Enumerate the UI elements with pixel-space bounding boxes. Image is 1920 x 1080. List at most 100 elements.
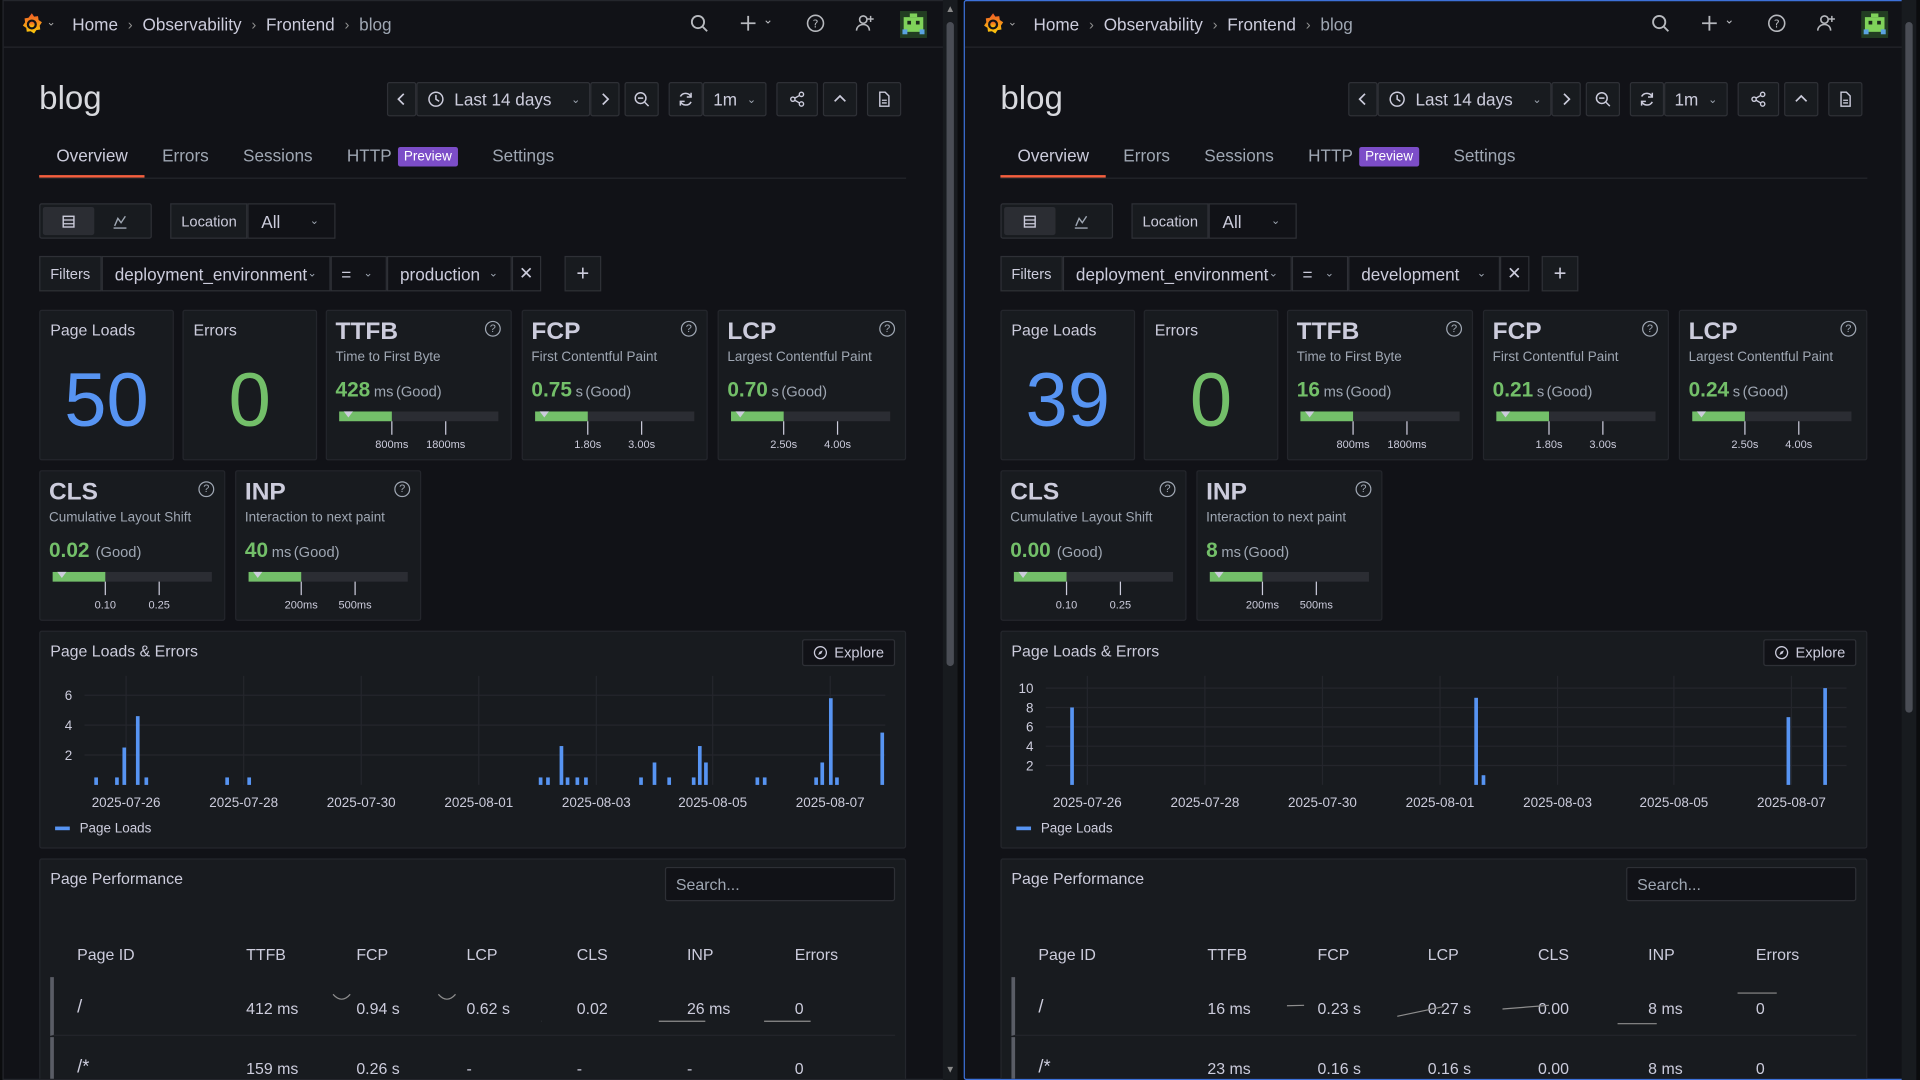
help-icon[interactable]: ? [1159,481,1176,498]
column-header[interactable]: LCP [1427,945,1459,964]
breadcrumb-item[interactable]: blog [359,14,392,35]
zoom-out-button[interactable] [624,82,659,117]
scroll-up-icon[interactable]: ▲ [945,3,956,15]
column-header[interactable]: FCP [1317,945,1350,964]
chevron-down-icon[interactable]: ⌄ [1724,13,1735,27]
explore-button[interactable]: Explore [1763,639,1857,667]
column-header[interactable]: Page ID [77,945,135,964]
table-row[interactable]: /* 159 ms 0.26 s - - - 0 [50,1037,895,1079]
help-icon[interactable]: ? [680,320,697,337]
search-input[interactable]: Search... [664,866,896,902]
help-icon[interactable]: ? [484,320,501,337]
breadcrumb-item[interactable]: Frontend [1227,14,1296,35]
table-row[interactable]: / 16 ms 0.23 s 0.27 s 0.00 8 ms 0 [1011,977,1857,1036]
tab-errors[interactable]: Errors [145,138,226,177]
column-header[interactable]: INP [686,945,714,964]
share-button[interactable] [1737,82,1780,117]
help-icon[interactable]: ? [394,481,411,498]
table-row[interactable]: / 412 ms 0.94 s 0.62 s 0.02 26 ms 0 [50,977,896,1036]
location-select[interactable]: All ⌄ [1209,203,1298,239]
refresh-button[interactable] [668,82,703,117]
refresh-interval-select[interactable]: 1m ⌄ [1664,82,1728,117]
panels-view-button[interactable] [42,206,95,236]
table-row[interactable]: /* 23 ms 0.16 s 0.16 s 0.00 8 ms 0 [1011,1037,1856,1079]
tab-sessions[interactable]: Sessions [1187,138,1291,177]
refresh-button[interactable] [1629,82,1665,117]
help-icon[interactable]: ? [1355,481,1372,498]
breadcrumb-item[interactable]: Home [72,14,118,35]
chart-view-button[interactable] [94,207,145,235]
column-header[interactable]: TTFB [1207,945,1248,964]
column-header[interactable]: Errors [794,945,839,964]
filter-key-select[interactable]: deployment_environment ⌄ [101,255,331,292]
collapse-button[interactable] [1784,82,1819,117]
chevron-down-icon[interactable]: ⌄ [1007,15,1018,29]
refresh-interval-select[interactable]: 1m ⌄ [702,82,767,117]
plus-icon[interactable] [738,13,760,35]
search-icon[interactable] [1651,13,1673,35]
collapse-button[interactable] [822,82,858,117]
tab-overview[interactable]: Overview [39,138,145,178]
column-header[interactable]: CLS [1537,945,1569,964]
search-input[interactable]: Search... [1626,866,1857,902]
tab-errors[interactable]: Errors [1106,138,1187,177]
time-picker[interactable]: Last 14 days ⌄ [416,82,591,117]
invite-user-icon[interactable] [855,13,877,35]
filter-operator-select[interactable]: = ⌄ [330,255,387,292]
breadcrumb-item[interactable]: Observability [142,14,242,35]
time-picker[interactable]: Last 14 days ⌄ [1377,82,1552,117]
avatar[interactable] [1861,11,1889,38]
breadcrumb-item[interactable]: Home [1033,14,1080,35]
search-icon[interactable] [689,13,711,35]
grafana-logo-icon[interactable] [18,11,45,38]
help-icon[interactable]: ? [1840,320,1857,337]
column-header[interactable]: FCP [356,945,389,964]
time-forward-button[interactable] [1551,82,1581,117]
scrollbar-thumb[interactable] [1905,22,1913,713]
invite-user-icon[interactable] [1816,13,1838,35]
remove-filter-button[interactable]: ✕ [511,255,541,292]
help-icon[interactable]: ? [1642,320,1658,337]
time-forward-button[interactable] [590,82,620,117]
panels-view-button[interactable] [1004,206,1056,236]
explore-button[interactable]: Explore [802,639,896,667]
breadcrumb-item[interactable]: blog [1320,14,1353,35]
location-select[interactable]: All ⌄ [247,203,336,239]
column-header[interactable]: LCP [466,945,498,964]
tab-settings[interactable]: Settings [1436,138,1532,177]
tab-sessions[interactable]: Sessions [226,138,330,177]
breadcrumb-item[interactable]: Frontend [266,14,335,35]
export-button[interactable] [1828,82,1863,117]
time-back-button[interactable] [386,82,417,117]
column-header[interactable]: Page ID [1038,945,1096,964]
column-header[interactable]: INP [1648,945,1675,964]
tab-overview[interactable]: Overview [1000,138,1107,178]
help-icon[interactable]: ? [1446,320,1463,337]
chevron-down-icon[interactable]: ⌄ [762,13,774,27]
scrollbar-thumb[interactable] [946,22,954,667]
chevron-down-icon[interactable]: ⌄ [46,15,56,29]
right-pane-scrollbar[interactable] [1901,0,1917,1080]
breadcrumb-item[interactable]: Observability [1103,14,1203,35]
time-back-button[interactable] [1348,82,1378,117]
add-filter-button[interactable]: + [1541,255,1579,292]
help-icon[interactable]: ? [806,13,828,35]
help-icon[interactable]: ? [879,320,896,337]
grafana-logo-icon[interactable] [980,11,1007,38]
left-pane-scrollbar[interactable]: ▲ ▼ [942,0,958,1080]
export-button[interactable] [866,82,902,117]
help-icon[interactable]: ? [198,481,215,498]
tab-http[interactable]: HTTP Preview [1291,138,1436,177]
tab-settings[interactable]: Settings [475,138,571,177]
column-header[interactable]: CLS [576,945,608,964]
column-header[interactable]: TTFB [246,945,286,964]
scroll-down-icon[interactable]: ▼ [945,1064,956,1076]
share-button[interactable] [776,82,818,117]
add-filter-button[interactable]: + [564,255,602,292]
remove-filter-button[interactable]: ✕ [1499,255,1529,292]
help-icon[interactable]: ? [1767,13,1789,35]
filter-operator-select[interactable]: = ⌄ [1291,255,1348,292]
filter-value-select[interactable]: development ⌄ [1347,255,1500,292]
plus-icon[interactable] [1700,13,1722,35]
column-header[interactable]: Errors [1755,945,1800,964]
